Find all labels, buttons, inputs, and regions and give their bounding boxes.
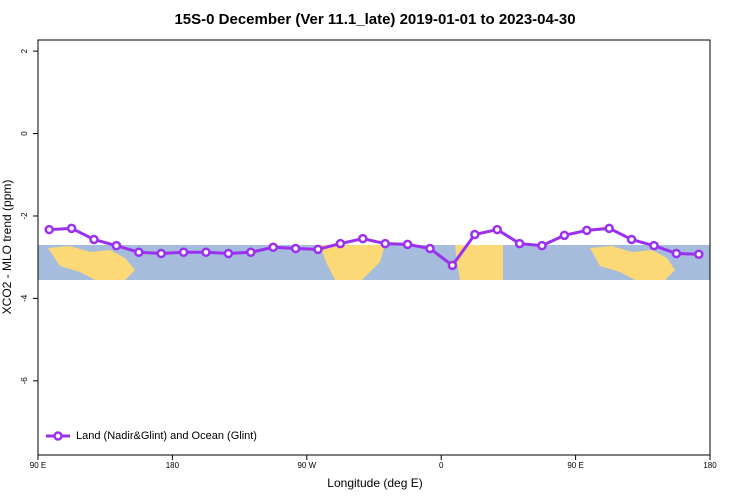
data-point [156, 248, 166, 259]
data-point [223, 248, 234, 259]
y-axis-label: XCO2 - MLO trend (ppm) [0, 180, 14, 315]
data-point [201, 247, 211, 257]
x-tick-label: 180 [166, 461, 180, 470]
y-tick-label: -4 [20, 294, 29, 302]
data-point [290, 243, 301, 254]
data-point [626, 234, 637, 245]
data-point [268, 242, 278, 253]
data-point [380, 238, 390, 249]
legend-label: Land (Nadir&Glint) and Ocean (Glint) [76, 430, 257, 442]
data-point [582, 225, 592, 236]
data-point [447, 260, 458, 271]
legend-marker [53, 431, 63, 441]
data-point [335, 238, 346, 249]
plot-frame [37, 39, 711, 456]
x-tick-label: 90 W [297, 461, 316, 470]
y-tick-label: -2 [20, 212, 29, 220]
data-point [671, 248, 682, 259]
map-background [38, 245, 710, 280]
data-point [246, 247, 256, 257]
chart-title: 15S-0 December (Ver 11.1_late) 2019-01-0… [174, 11, 575, 28]
data-point [492, 224, 502, 235]
data-point [537, 240, 547, 251]
data-point [402, 239, 413, 250]
x-axis-label: Longitude (deg E) [327, 476, 422, 490]
data-point [358, 233, 368, 244]
data-point [649, 240, 659, 251]
y-tick-label: 0 [20, 131, 29, 136]
x-tick-label: 180 [703, 461, 717, 470]
x-tick-label: 90 E [30, 461, 46, 470]
y-tick-label: 2 [20, 48, 29, 53]
data-point [425, 243, 435, 254]
data-point [694, 249, 704, 260]
data-point [111, 240, 122, 251]
data-point [313, 244, 323, 255]
x-tick-label: 0 [439, 461, 444, 470]
data-point [44, 224, 54, 235]
data-point [178, 247, 189, 257]
data-point [134, 247, 144, 257]
y-tick-label: -6 [20, 377, 29, 385]
data-point [66, 223, 77, 234]
data-point [514, 238, 525, 249]
data-point [559, 230, 570, 241]
data-point [470, 229, 480, 240]
data-point [604, 223, 614, 234]
x-tick-label: 90 E [567, 461, 583, 470]
data-point [89, 234, 99, 245]
